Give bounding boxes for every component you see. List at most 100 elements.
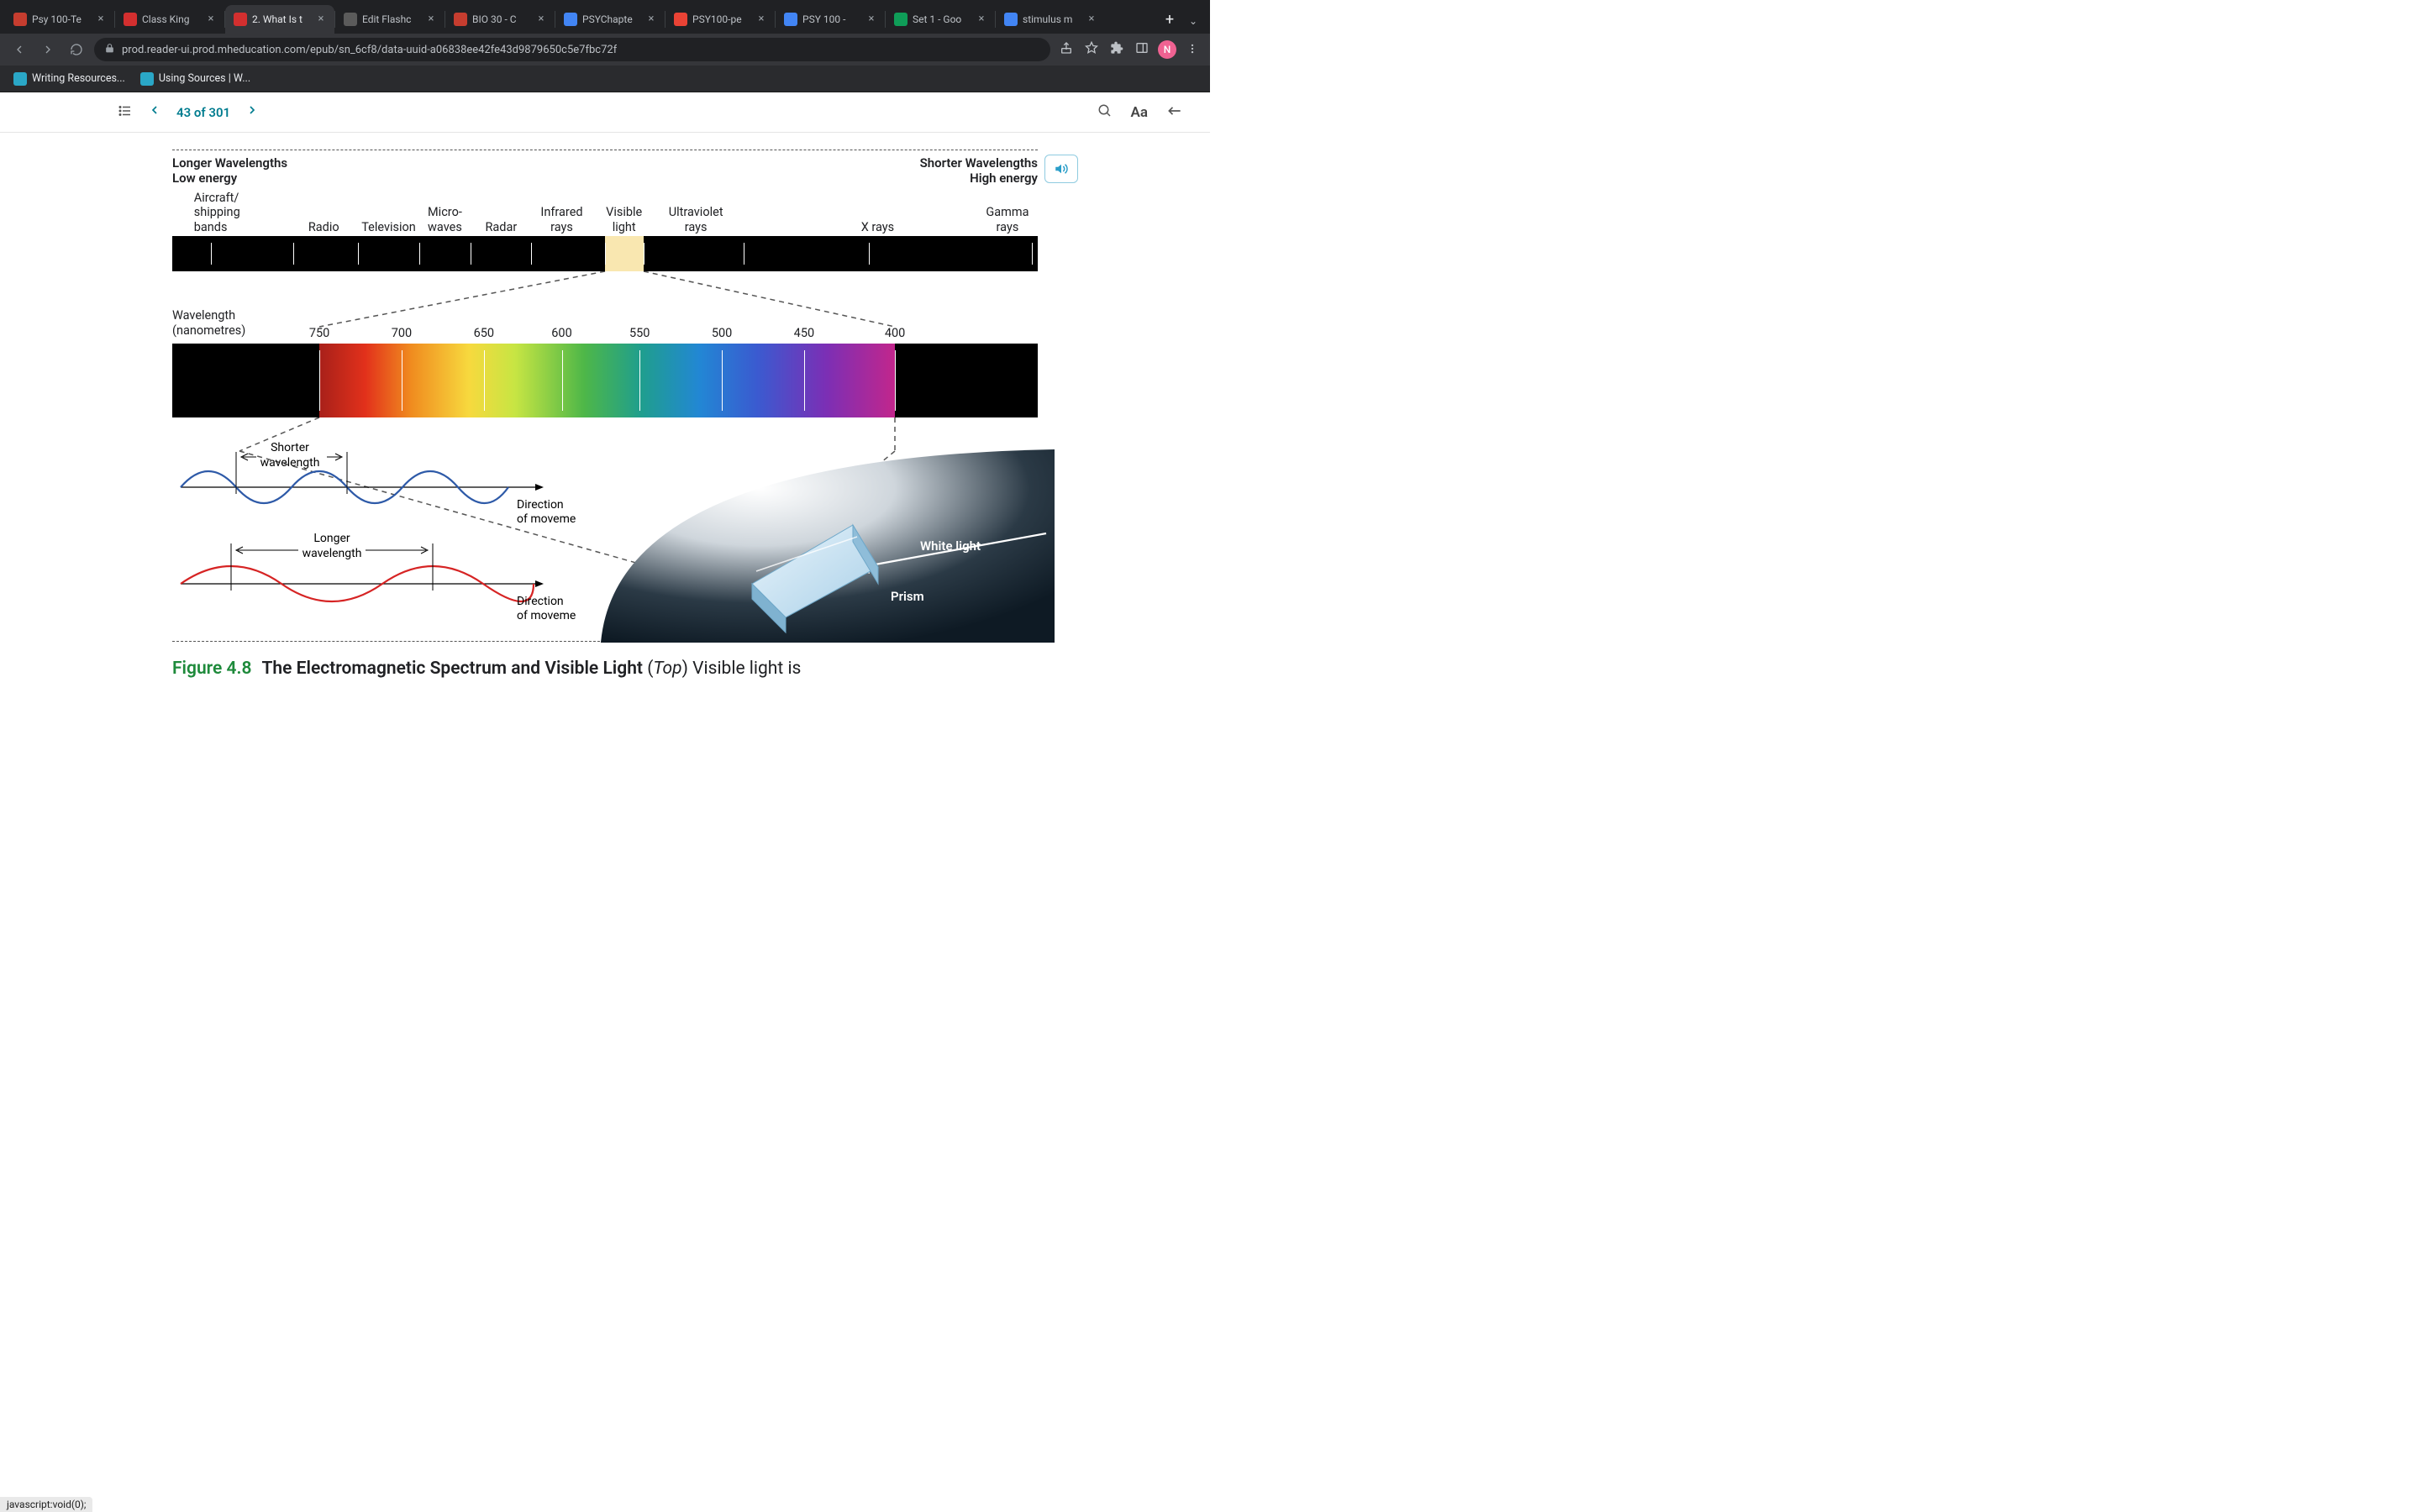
reader-toolbar: 43 of 301 Aa [0,92,1210,133]
prev-page-button[interactable] [148,103,161,121]
band-label: X rays [861,220,894,234]
tab-close-icon[interactable]: × [756,14,766,24]
browser-tab[interactable]: PSYChapte× [555,5,665,34]
tab-favicon [894,13,908,26]
browser-tab[interactable]: Set 1 - Goo× [886,5,995,34]
em-tick [211,243,212,265]
extensions-icon[interactable] [1107,41,1126,58]
visible-tick [562,350,563,411]
nm-tick-label: 500 [712,326,732,340]
band-label: Radio [308,220,339,234]
browser-tab[interactable]: Psy 100-Te × [5,5,114,34]
tab-close-icon[interactable]: × [426,14,436,24]
tab-close-icon[interactable]: × [206,14,216,24]
short-wave-label-1: Shorter [271,441,309,454]
nm-tick-label: 600 [551,326,571,340]
visible-tick [722,350,723,411]
browser-tab[interactable]: Class King× [115,5,224,34]
prism-label: Prism [891,589,924,604]
visible-gradient [319,344,895,417]
browser-tab[interactable]: stimulus m× [996,5,1105,34]
bookmark-item[interactable]: Using Sources | W... [140,72,250,86]
nav-forward-button[interactable] [37,39,59,60]
tab-strip: Psy 100-Te×Class King×2. What Is t×Edit … [0,0,1210,34]
toc-icon[interactable] [118,103,133,122]
band-label: Gammarays [986,205,1028,234]
browser-tab[interactable]: PSY100-pe × [666,5,775,34]
bookmark-favicon [140,72,154,86]
next-page-button[interactable] [245,103,259,121]
browser-tab[interactable]: Edit Flashc× [335,5,445,34]
tab-favicon [124,13,137,26]
em-tick [605,243,606,265]
tab-label: 2. What Is t [252,13,311,25]
tab-close-icon[interactable]: × [96,14,106,24]
reader-search-icon[interactable] [1097,103,1113,122]
nm-unit-line1: Wavelength [172,308,245,323]
nm-tick-label: 750 [309,326,329,340]
visible-tick [639,350,640,411]
bookmark-star-icon[interactable] [1082,41,1101,58]
white-light-label: White light [920,538,981,554]
tab-label: Psy 100-Te [32,13,91,25]
em-tick [1032,243,1033,265]
tab-label: PSY 100 - [802,13,861,25]
omnibox[interactable]: prod.reader-ui.prod.mheducation.com/epub… [94,38,1050,61]
dir-label-1a: Direction [517,498,564,512]
em-tick [419,243,420,265]
address-bar: prod.reader-ui.prod.mheducation.com/epub… [0,34,1210,66]
em-tick [531,243,532,265]
bookmark-item[interactable]: Writing Resources... [13,72,125,86]
visible-tick [804,350,805,411]
wave-diagrams: Shorter wavelength Direction of movement… [172,441,576,634]
visible-light-slot [605,236,644,271]
tab-close-icon[interactable]: × [646,14,656,24]
share-icon[interactable] [1057,41,1076,58]
visible-tick [484,350,485,411]
figure-number: Figure 4.8 [172,659,252,679]
waves-and-prism: Shorter wavelength Direction of movement… [172,441,1038,634]
bookmark-label: Writing Resources... [32,72,125,85]
browser-tab[interactable]: PSY 100 - × [776,5,885,34]
browser-tab[interactable]: 2. What Is t × [225,5,334,34]
profile-avatar[interactable]: N [1158,40,1176,59]
bookmark-label: Using Sources | W... [159,72,250,85]
kebab-menu-icon[interactable] [1183,42,1202,58]
tab-close-icon[interactable]: × [536,14,546,24]
em-tick [869,243,870,265]
band-label: Micro-waves [428,205,462,234]
reader-body: Longer Wavelengths Low energy Shorter Wa… [0,133,1210,679]
em-tick [358,243,359,265]
nav-back-button[interactable] [8,39,30,60]
tab-close-icon[interactable]: × [316,14,326,24]
font-size-icon[interactable]: Aa [1131,104,1148,121]
prism-illustration: White light Prism [559,433,1055,643]
bookmark-favicon [13,72,27,86]
band-label: Ultravioletrays [669,205,723,234]
reader-back-icon[interactable] [1166,104,1183,121]
panel-icon[interactable] [1133,41,1151,58]
tab-favicon [13,13,27,26]
figure-title: The Electromagnetic Spectrum and Visible… [262,659,643,679]
tab-close-icon[interactable]: × [866,14,876,24]
nm-unit-line2: (nanometres) [172,323,245,339]
nm-tick-label: 450 [794,326,814,340]
status-bar: javascript:void(0); [0,1497,92,1512]
page-indicator[interactable]: 43 of 301 [176,105,230,120]
tab-favicon [674,13,687,26]
em-spectrum-bar [172,236,1038,271]
lock-icon [104,43,115,57]
nm-axis: Wavelength (nanometres) 7507006506005505… [172,320,1038,340]
browser-tab[interactable]: BIO 30 - C× [445,5,555,34]
tabs-overflow-button[interactable]: ⌄ [1181,15,1205,34]
tab-label: PSY100-pe [692,13,751,25]
tab-close-icon[interactable]: × [976,14,986,24]
figure-4-8: Longer Wavelengths Low energy Shorter Wa… [172,150,1038,679]
new-tab-button[interactable]: + [1158,11,1181,34]
tab-close-icon[interactable]: × [1086,14,1097,24]
tab-favicon [454,13,467,26]
short-wave-label-2: wavelength [260,456,320,470]
tab-favicon [234,13,247,26]
audio-button[interactable] [1044,155,1078,183]
reload-button[interactable] [66,39,87,60]
